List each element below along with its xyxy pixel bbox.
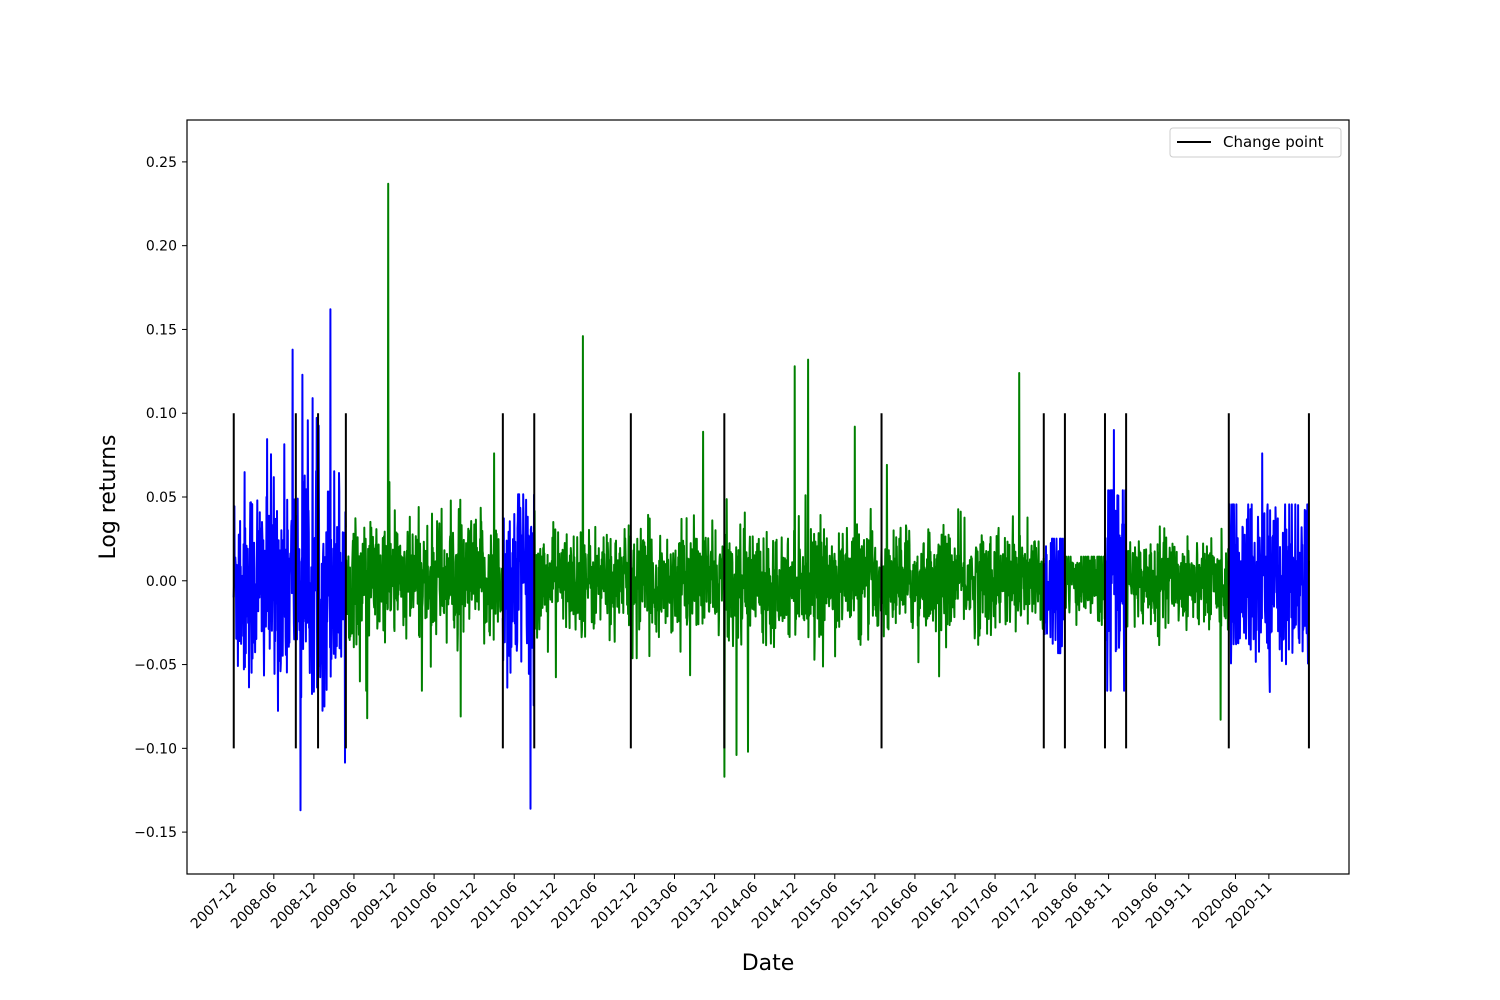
- y-tick-label: −0.15: [134, 825, 177, 841]
- series-segment-high-2: [501, 493, 535, 810]
- series-segment-high-0: [232, 308, 347, 812]
- series-layer: [232, 182, 1310, 812]
- series-segment-high-4: [1042, 537, 1066, 655]
- legend-label-change-point: Change point: [1223, 133, 1324, 151]
- plot-frame: [186, 119, 1350, 875]
- y-tick-label: −0.05: [134, 658, 177, 674]
- series-segment-high-6: [1104, 429, 1127, 692]
- series-segment-low-3: [533, 335, 1045, 778]
- y-tick-label: 0.25: [146, 155, 177, 171]
- legend-box: [1169, 127, 1342, 158]
- legend: Change point: [1169, 127, 1342, 158]
- y-tick-label: 0.00: [146, 574, 177, 590]
- x-axis: 2007-122008-062008-122009-062009-122010-…: [188, 874, 1276, 932]
- y-tick-label: 0.05: [146, 490, 177, 506]
- y-axis-title: Log returns: [96, 434, 121, 559]
- series-segment-low-5: [1063, 555, 1106, 626]
- series-segment-high-8: [1227, 452, 1310, 693]
- y-tick-label: −0.10: [134, 741, 177, 757]
- y-tick-label: 0.20: [146, 239, 177, 255]
- series-segment-low-1: [344, 182, 504, 720]
- series-segment-low-7: [1125, 525, 1230, 721]
- y-tick-label: 0.10: [146, 406, 177, 422]
- change-point-layer: [232, 413, 1310, 749]
- y-axis: −0.15 −0.10 −0.05 0.00 0.05 0.10 0.15 0.20 0.25: [134, 155, 187, 841]
- y-tick-label: 0.15: [146, 322, 177, 338]
- x-axis-title: Date: [742, 951, 795, 976]
